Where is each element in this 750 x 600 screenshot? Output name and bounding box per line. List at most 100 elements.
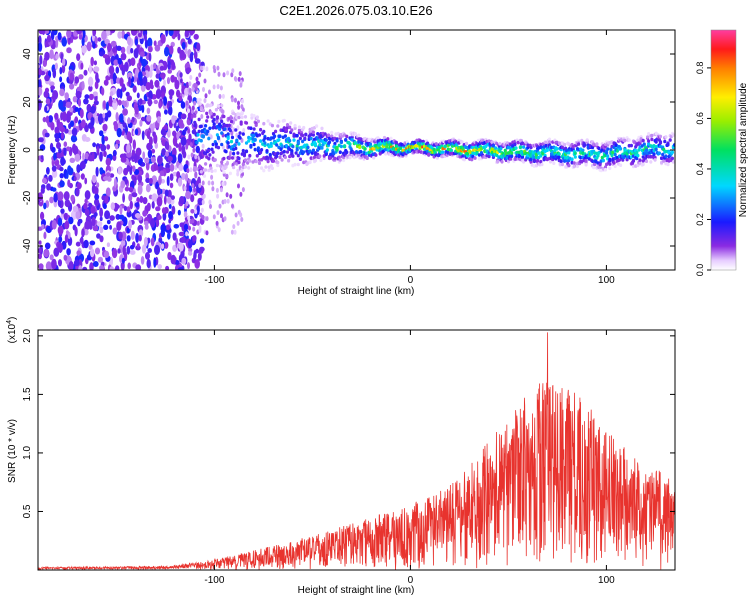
spectrogram-cell	[49, 49, 54, 60]
spectrogram-cell	[529, 160, 533, 164]
spectrogram-cell	[106, 110, 112, 118]
spectrogram-cell	[208, 126, 212, 131]
spectrogram-cell	[80, 160, 86, 170]
spectrogram-cell	[212, 117, 216, 122]
spectrogram-cell	[158, 175, 162, 186]
spectrogram-cell	[119, 113, 124, 123]
spectrogram-cell	[185, 142, 189, 150]
spectrogram-cell	[246, 161, 250, 165]
spectrogram-cell	[606, 147, 610, 151]
spectrogram-cell	[190, 209, 195, 214]
spectrogram-cell	[180, 136, 187, 146]
spectrogram-cell	[226, 198, 230, 204]
spectrogram-cell	[262, 129, 266, 134]
spectrogram-cell	[226, 141, 230, 145]
spectrogram-cell	[555, 147, 559, 151]
spectrogram-cell	[329, 156, 333, 160]
spectrogram-cell	[195, 145, 200, 154]
spectrogram-cell	[187, 128, 191, 134]
spectrogram-cell	[134, 38, 138, 46]
spectrogram-cell	[192, 226, 196, 232]
spectrogram-cell	[260, 148, 264, 152]
spectrogram-cell	[73, 259, 80, 267]
spectrogram-cell	[165, 224, 171, 231]
spectrogram-cell	[63, 254, 68, 261]
spectrogram-cell	[234, 128, 238, 132]
spectrogram-cell	[99, 235, 104, 243]
spectrogram-cell	[188, 225, 191, 231]
spectrogram-cell	[160, 128, 166, 136]
spectrogram-cell	[608, 157, 612, 162]
spectrogram-cell	[154, 244, 160, 255]
spectrogram-xlabel: Height of straight line (km)	[298, 286, 415, 297]
spectrogram-cell	[80, 62, 84, 70]
spectrogram-cell	[223, 199, 227, 204]
spectrogram-cell	[87, 76, 94, 87]
spectrogram-cell	[193, 50, 198, 60]
spectrogram-cell	[67, 165, 72, 175]
spectrogram-cell	[171, 61, 176, 70]
spectrogram-cell	[144, 220, 149, 226]
spectrogram-cell	[229, 139, 234, 144]
spectrogram-cell	[518, 145, 523, 150]
spectrogram-cell	[141, 58, 147, 68]
spectrogram-cell	[131, 149, 136, 157]
spectrogram-cell	[201, 214, 205, 220]
spectrogram-cell	[197, 117, 201, 122]
spectrogram-cell	[339, 140, 343, 144]
spectrogram-cell	[50, 85, 55, 90]
spectrogram-cell	[115, 112, 119, 122]
spectrogram-cell	[280, 158, 284, 162]
spectrogram-cell	[88, 85, 93, 92]
spectrogram-cell	[146, 130, 151, 140]
spectrogram-cell	[174, 79, 180, 90]
spectrogram-cell	[42, 177, 47, 184]
spectrogram-cell	[142, 151, 146, 160]
colorbar-gradient	[711, 30, 736, 270]
spectrogram-cell	[103, 100, 106, 109]
spectrogram-cell	[238, 136, 242, 140]
spectrogram-cell	[206, 103, 210, 108]
spectrogram-cell	[209, 166, 213, 170]
spectrogram-cell	[64, 234, 68, 244]
snr-ylabel: SNR (10 * v/v)	[7, 419, 18, 483]
spectrogram-cell	[86, 103, 92, 113]
spectrogram-cell	[671, 133, 675, 137]
spectrogram-cell	[222, 170, 226, 174]
spectrogram-cell	[137, 174, 143, 183]
spectrogram-cell	[167, 156, 173, 162]
spectrogram-cell	[61, 64, 66, 74]
spectrogram-cell	[425, 146, 430, 150]
spectrogram-cell	[207, 156, 211, 161]
spectrogram-cell	[263, 136, 267, 140]
spectrogram-cell	[132, 139, 136, 150]
spectrogram-cell	[109, 225, 112, 230]
spectrogram-cell	[374, 153, 378, 157]
spectrogram-cell	[179, 49, 185, 59]
spectrogram-cell	[40, 211, 45, 221]
spectrogram-cell	[252, 114, 256, 118]
spectrogram-cell	[211, 186, 215, 192]
spectrogram-cell	[335, 138, 339, 143]
snr-multiplier-close: )	[7, 317, 18, 320]
spectrogram-cell	[103, 79, 109, 86]
spectrogram-cell	[41, 30, 46, 36]
spectrogram-cell	[122, 193, 125, 203]
spectrogram-cell	[50, 121, 55, 131]
spectrogram-cell	[57, 243, 64, 253]
spectrogram-xtick-label: 0	[408, 275, 414, 286]
spectrogram-cell	[293, 123, 297, 128]
spectrogram-cell	[201, 135, 205, 139]
spectrogram-cell	[52, 68, 57, 79]
spectrogram-cell	[178, 164, 184, 172]
spectrogram-cell	[184, 30, 189, 38]
spectrogram-cell	[111, 248, 118, 259]
spectrogram-cell	[548, 159, 553, 164]
spectrogram-cell	[53, 152, 57, 161]
spectrogram-cell	[215, 118, 219, 124]
spectrogram-cell	[107, 42, 112, 53]
spectrogram-ytick-label: -40	[22, 238, 33, 253]
spectrogram-cell	[187, 251, 193, 256]
spectrogram-cell	[164, 189, 169, 197]
spectrogram-cell	[296, 140, 300, 145]
